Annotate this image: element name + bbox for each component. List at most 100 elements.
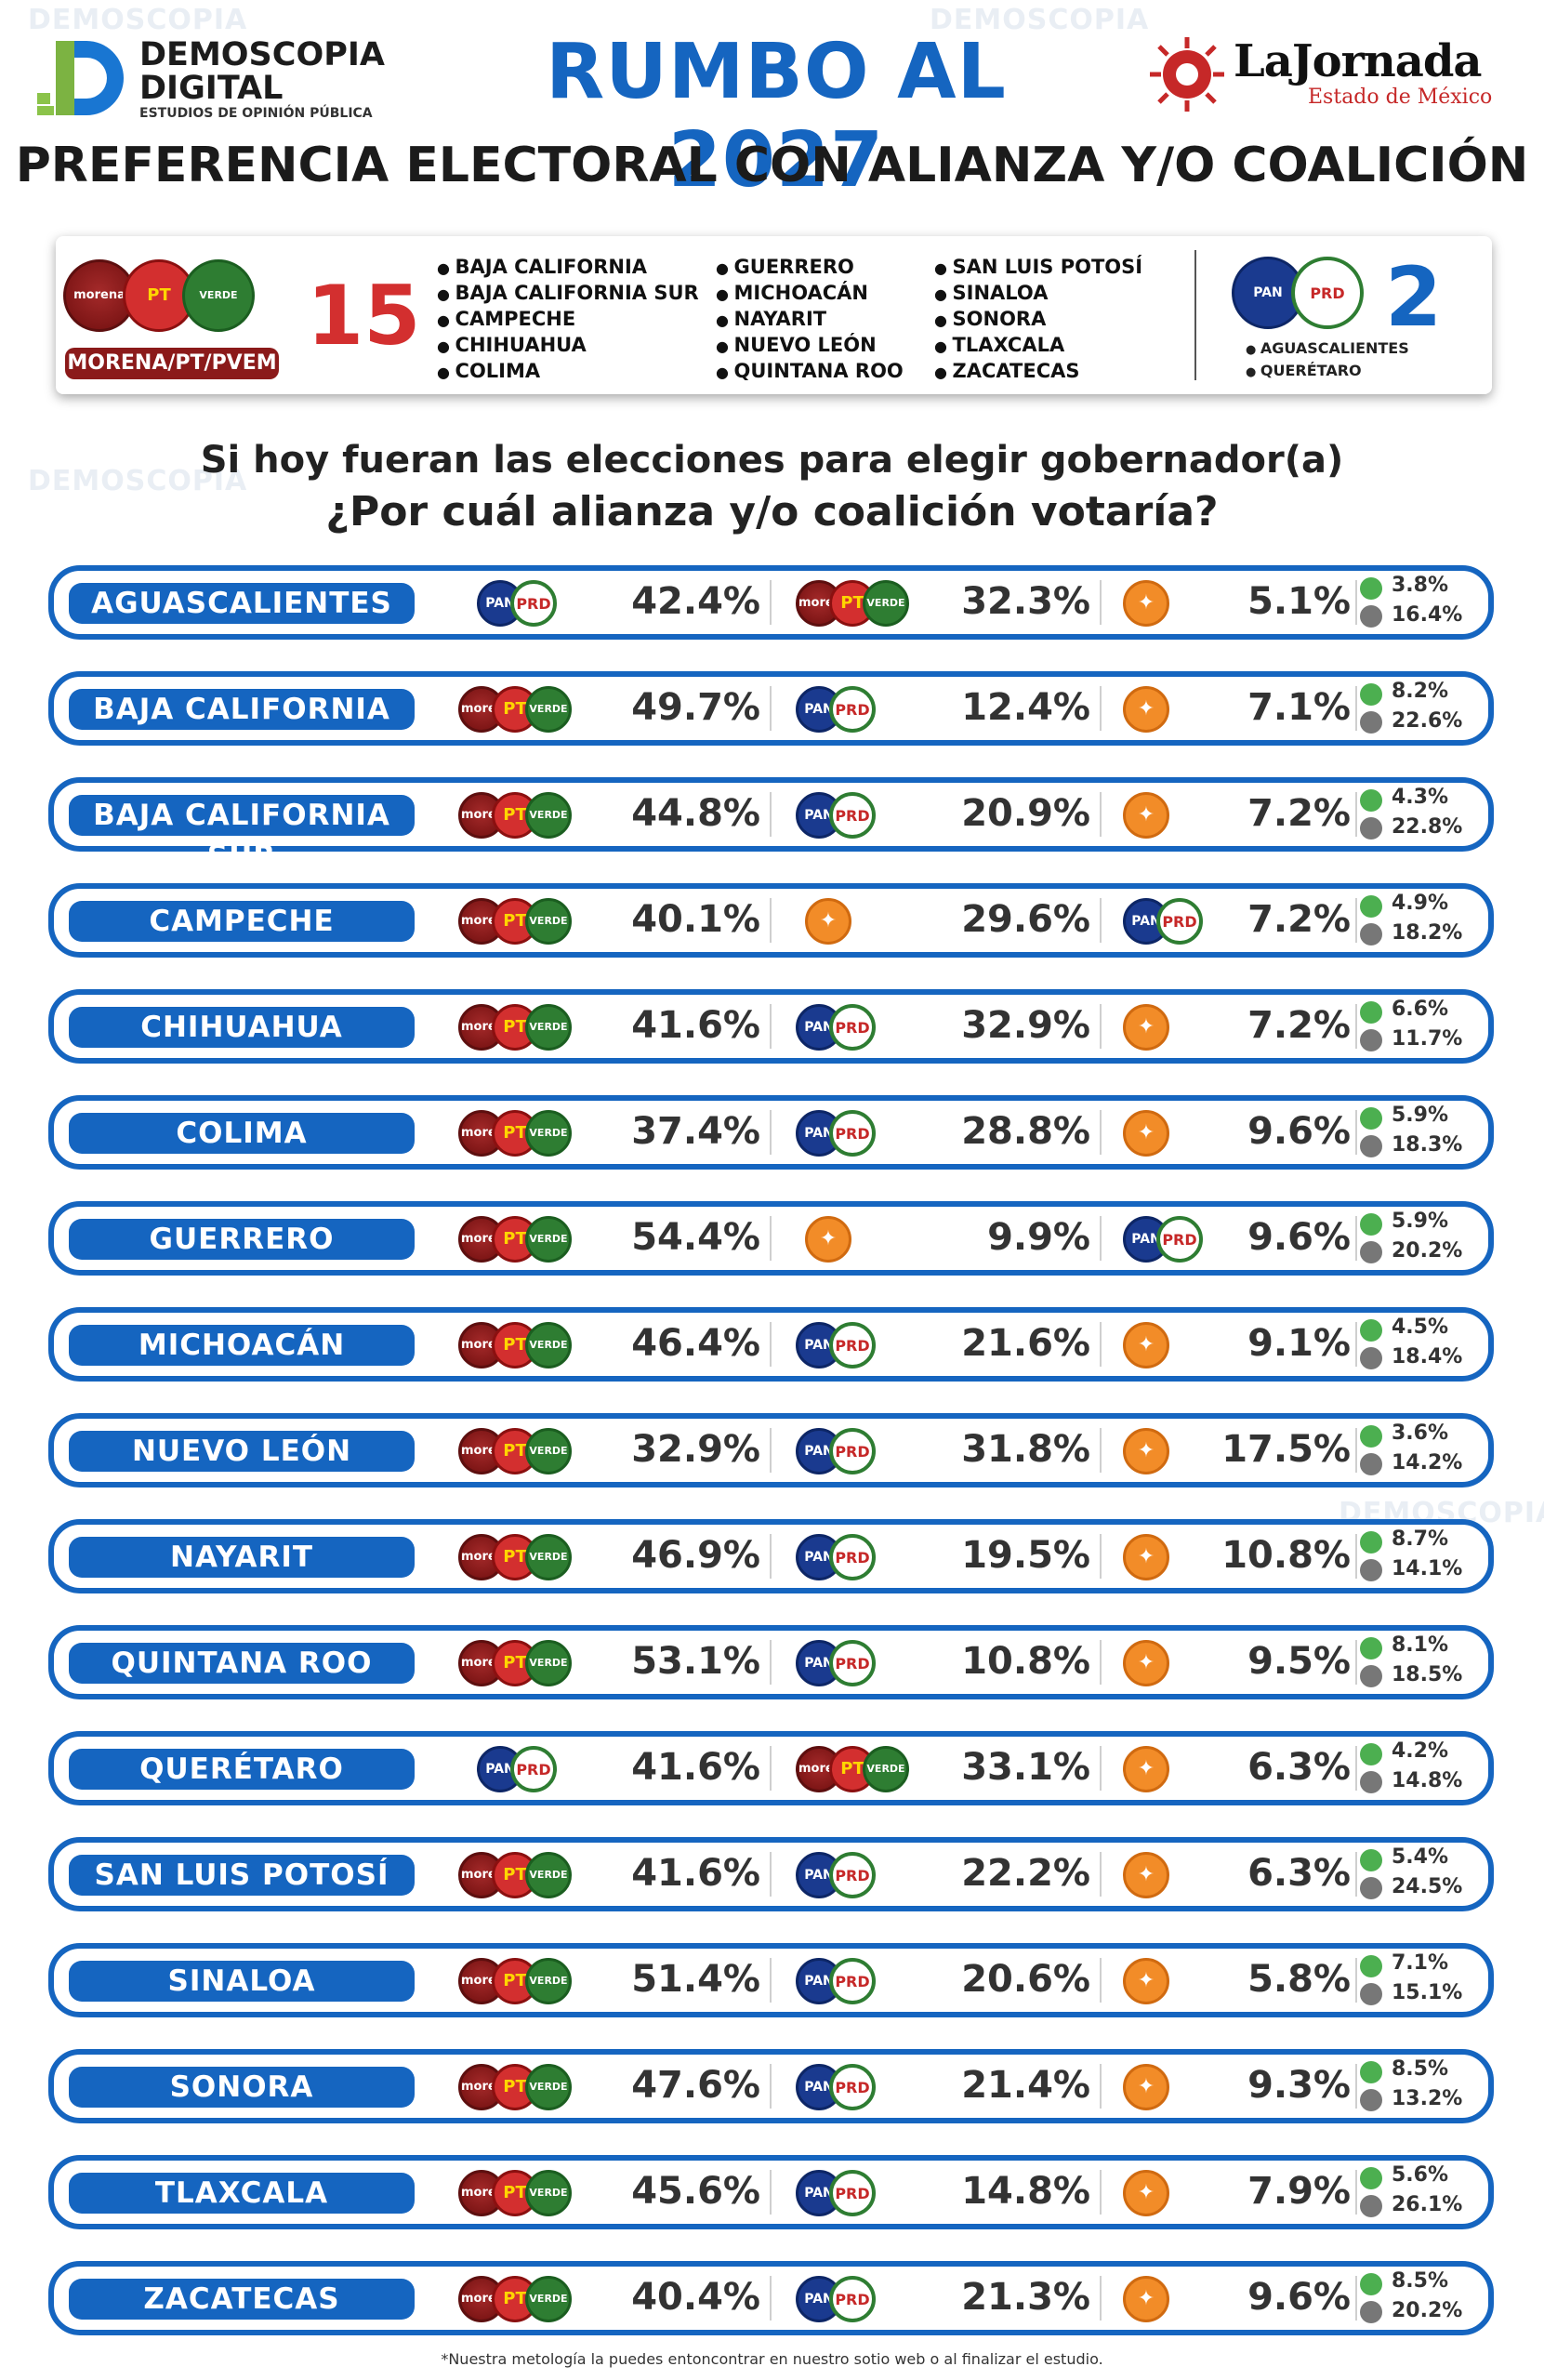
party-logos: morena PT VERDE <box>458 1216 572 1263</box>
mc-logo-text: ✦ <box>819 1227 838 1250</box>
watermark: DEMOSCOPIA <box>930 4 1150 36</box>
verde-logo-text: VERDE <box>866 597 905 609</box>
mc-logo-text: ✦ <box>819 909 838 932</box>
column-divider <box>1100 2170 1102 2215</box>
party-logos: PAN PRD <box>796 2064 876 2110</box>
table-row: TLAXCALA morena PT VERDE 45.6% PAN PRD 14.8% ✦ 7.… <box>48 2155 1494 2229</box>
watermark: DEMOSCOPIA <box>28 465 248 497</box>
undecided-icon <box>1360 1029 1382 1051</box>
pt-logo-text: PT <box>503 1865 527 1884</box>
mc-logo-text: ✦ <box>1137 697 1155 721</box>
pan-logo-icon: PAN <box>1232 257 1304 329</box>
party-logos: morena PT VERDE <box>458 1852 572 1898</box>
prd-logo-text: PRD <box>835 1337 870 1355</box>
percent-value: 7.9% <box>1247 2170 1351 2213</box>
party-logos: PAN PRD <box>796 1958 876 2004</box>
column-divider <box>770 2170 772 2215</box>
party-logos: ✦ <box>1123 1958 1169 2004</box>
pt-logo-text: PT <box>503 1547 527 1567</box>
prd-logo-icon: PRD <box>1291 257 1364 329</box>
mc-logo-icon: ✦ <box>1123 1110 1169 1157</box>
percent-value: 14.8% <box>961 2170 1090 2213</box>
verde-logo-icon: VERDE <box>525 1216 572 1263</box>
party-logos: PAN PRD <box>477 580 557 627</box>
state-label: TLAXCALA <box>69 2173 415 2214</box>
verde-logo-icon: VERDE <box>525 1640 572 1686</box>
party-logos: PAN PRD <box>796 1640 876 1686</box>
table-row: SINALOA morena PT VERDE 51.4% PAN PRD 20.6% ✦ 5.8… <box>48 1943 1494 2017</box>
pan-logo-text: PAN <box>804 1974 834 1989</box>
party-logos: PAN PRD <box>1123 898 1203 945</box>
mc-logo-text: ✦ <box>1137 591 1155 615</box>
pt-logo-text: PT <box>503 699 527 719</box>
other-value: 8.1% <box>1392 1633 1449 1657</box>
table-row: ZACATECAS morena PT VERDE 40.4% PAN PRD 21.3% ✦ 9… <box>48 2261 1494 2335</box>
undecided-icon <box>1360 817 1382 840</box>
other-icon <box>1360 577 1382 600</box>
column-divider <box>770 1852 772 1897</box>
mc-logo-text: ✦ <box>1137 1651 1155 1674</box>
other-undecided: 8.5% 13.2% <box>1360 2057 1490 2115</box>
party-logos: morena PT VERDE <box>458 1322 572 1368</box>
percent-value: 41.6% <box>631 1746 760 1789</box>
prd-logo-text: PRD <box>1310 284 1345 302</box>
other-icon <box>1360 1319 1382 1342</box>
other-value: 8.7% <box>1392 1527 1449 1551</box>
pt-logo-text: PT <box>503 1441 527 1461</box>
undecided-icon <box>1360 1241 1382 1263</box>
prd-logo-text: PRD <box>835 1019 870 1037</box>
mc-logo-text: ✦ <box>1137 1545 1155 1568</box>
party-logos: ✦ <box>1123 1004 1169 1051</box>
state-label: AGUASCALIENTES <box>69 583 415 624</box>
verde-logo-icon: VERDE <box>525 1534 572 1580</box>
column-divider <box>770 1534 772 1579</box>
state-list-item: SAN LUIS POTOSÍ <box>934 255 1143 281</box>
state-label: SONORA <box>69 2067 415 2108</box>
column-divider <box>770 1746 772 1791</box>
prd-logo-text: PRD <box>835 1655 870 1673</box>
party-logos: ✦ <box>1123 580 1169 627</box>
state-label: CHIHUAHUA <box>69 1007 415 1048</box>
verde-logo-text: VERDE <box>529 2187 568 2199</box>
other-value: 7.1% <box>1392 1951 1449 1975</box>
percent-value: 21.4% <box>961 2064 1090 2107</box>
state-label: CAMPECHE <box>69 901 415 942</box>
prd-logo-text: PRD <box>835 1973 870 1990</box>
party-logos: morena PT VERDE <box>796 580 909 627</box>
column-divider <box>1100 1110 1102 1155</box>
pan-logo-text: PAN <box>804 1338 834 1353</box>
pt-logo-text: PT <box>503 1229 527 1249</box>
prd-logo-icon: PRD <box>829 1004 876 1051</box>
percent-value: 9.1% <box>1247 1322 1351 1365</box>
percent-value: 37.4% <box>631 1110 760 1153</box>
table-row: CHIHUAHUA morena PT VERDE 41.6% PAN PRD 32.9% ✦ 7… <box>48 989 1494 1064</box>
prd-logo-text: PRD <box>835 1125 870 1143</box>
column-divider <box>1355 1534 1357 1579</box>
prd-logo-text: PRD <box>835 2079 870 2096</box>
state-list-item: QUERÉTARO <box>1246 361 1409 383</box>
pt-logo-text: PT <box>840 593 864 613</box>
state-label: ZACATECAS <box>69 2279 415 2320</box>
pan-logo-text: PAN <box>804 1868 834 1883</box>
table-row: CAMPECHE morena PT VERDE 40.1% ✦ 29.6% PAN PRD 7.… <box>48 883 1494 958</box>
percent-value: 40.1% <box>631 898 760 941</box>
other-icon <box>1360 1743 1382 1765</box>
summary-panel: morena PT VERDE MORENA/PT/PVEM 15 BAJA CAL… <box>56 236 1492 394</box>
pt-logo-text: PT <box>503 2183 527 2202</box>
morena-logo-text: morena <box>73 288 125 302</box>
other-icon <box>1360 1001 1382 1024</box>
column-divider <box>1355 2064 1357 2109</box>
verde-logo-text: VERDE <box>529 1975 568 1987</box>
column-divider <box>1100 792 1102 837</box>
verde-logo-icon: VERDE <box>182 259 255 332</box>
column-divider <box>770 1004 772 1049</box>
percent-value: 20.6% <box>961 1958 1090 2001</box>
brand-line2: DIGITAL <box>139 70 284 107</box>
column-divider <box>1355 1428 1357 1473</box>
percent-value: 9.3% <box>1247 2064 1351 2107</box>
state-list-item: GUERRERO <box>716 255 904 281</box>
other-undecided: 4.9% 18.2% <box>1360 892 1490 949</box>
column-divider <box>1355 1216 1357 1261</box>
verde-logo-text: VERDE <box>529 1021 568 1033</box>
mc-logo-text: ✦ <box>1137 2181 1155 2204</box>
